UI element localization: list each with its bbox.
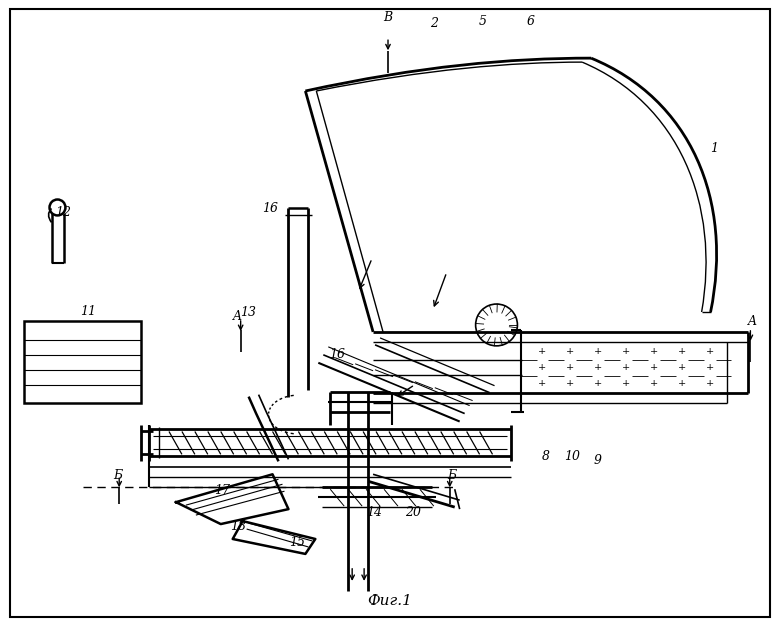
Text: +: + [678,379,686,388]
Text: +: + [705,347,714,356]
Text: +: + [566,363,574,372]
Text: +: + [622,379,630,388]
Text: 12: 12 [55,206,72,219]
Text: 10: 10 [564,450,580,463]
Text: +: + [538,363,547,372]
Text: 16: 16 [329,348,346,361]
Text: 1: 1 [711,142,718,155]
Text: +: + [650,347,658,356]
Text: 20: 20 [405,506,421,518]
Text: +: + [650,379,658,388]
Text: 15: 15 [289,536,306,550]
Text: 14: 14 [366,506,382,518]
Text: 5: 5 [479,15,487,28]
Text: +: + [678,347,686,356]
Text: +: + [594,379,602,388]
Text: +: + [622,347,630,356]
Text: +: + [538,347,547,356]
Text: +: + [594,347,602,356]
Text: A: A [233,310,242,324]
Text: Б: Б [114,469,122,482]
Text: Б: Б [447,469,456,482]
Text: +: + [566,379,574,388]
Text: В: В [384,11,392,24]
Text: +: + [566,347,574,356]
Text: 17: 17 [214,484,230,496]
Text: +: + [538,379,547,388]
Text: 11: 11 [80,304,97,317]
Text: 13: 13 [239,305,256,319]
Text: 18: 18 [229,520,246,533]
Text: 8: 8 [542,450,551,463]
Text: +: + [650,363,658,372]
Text: +: + [705,363,714,372]
Text: 16: 16 [263,202,278,215]
Text: 2: 2 [430,17,438,30]
Text: +: + [594,363,602,372]
Text: +: + [705,379,714,388]
Bar [23,321,141,403]
Text: Фиг.1: Фиг.1 [367,593,413,608]
Text: +: + [678,363,686,372]
Text: +: + [622,363,630,372]
Text: 9: 9 [594,454,602,467]
Text: 6: 6 [526,15,534,28]
Text: A: A [748,316,757,329]
